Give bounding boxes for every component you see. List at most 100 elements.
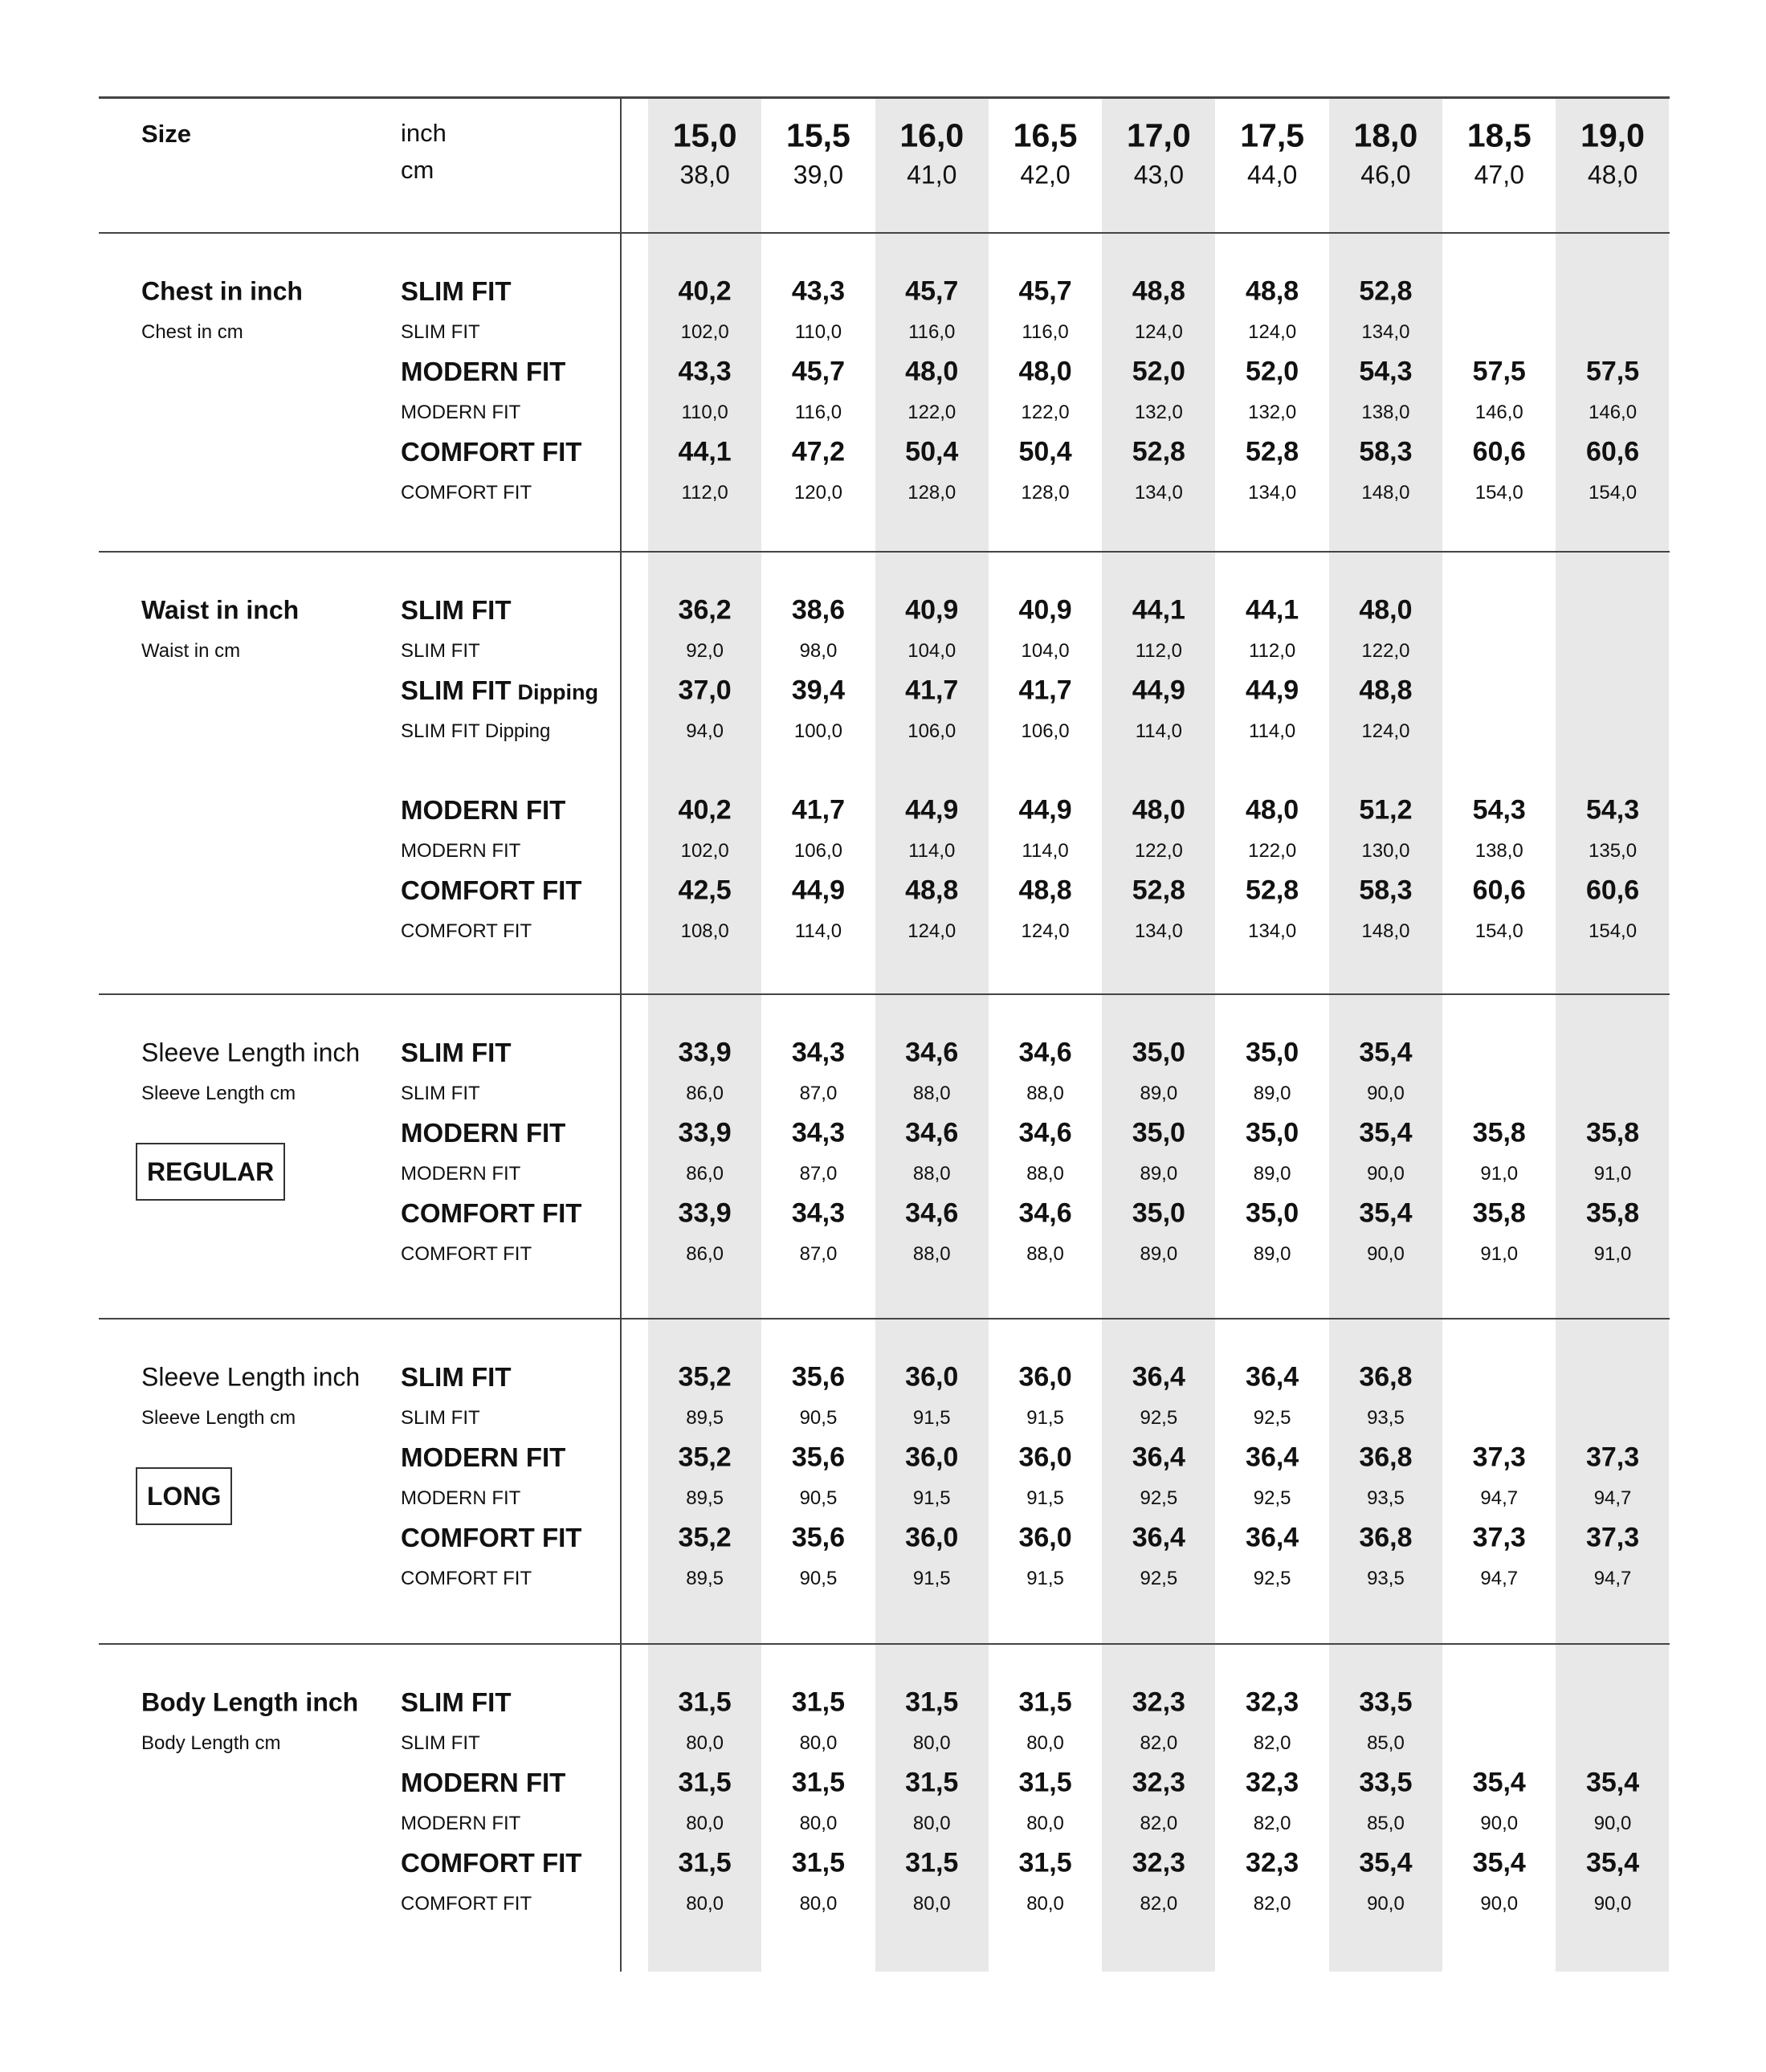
value-inch: 47,2: [791, 436, 846, 467]
value-inch: 36,0: [905, 1361, 959, 1393]
value-cm: 94,0: [686, 720, 724, 742]
value-cm: 114,0: [1022, 840, 1069, 862]
value-inch: 48,8: [1132, 275, 1185, 307]
value-inch: 52,8: [1246, 875, 1299, 906]
value-cm: 92,5: [1140, 1568, 1178, 1589]
value-cm: 132,0: [1248, 402, 1297, 423]
value-inch: 44,9: [1018, 794, 1072, 826]
value-inch: 32,3: [1246, 1847, 1299, 1878]
section-divider: [99, 96, 1670, 99]
value-cm: 138,0: [1474, 840, 1523, 862]
value-cm: 116,0: [1022, 321, 1069, 343]
value-inch: 36,0: [905, 1442, 959, 1473]
fit-label-cm: SLIM FIT Dipping: [401, 720, 551, 742]
fit-name: COMFORT FIT: [401, 1848, 582, 1878]
value-cm: 92,5: [1253, 1568, 1291, 1589]
value-inch: 41,7: [1018, 675, 1072, 706]
value-inch: 44,1: [1246, 594, 1299, 626]
value-cm: 106,0: [1021, 720, 1070, 742]
fit-label-cm: MODERN FIT: [401, 1813, 521, 1834]
value-cm: 134,0: [1248, 920, 1297, 942]
value-inch: 33,9: [678, 1117, 732, 1148]
value-inch: 34,3: [791, 1117, 846, 1148]
value-cm: 114,0: [1249, 720, 1296, 742]
value-cm: 110,0: [794, 321, 842, 343]
fit-name: COMFORT FIT: [401, 1523, 582, 1552]
value-cm: 80,0: [912, 1732, 951, 1754]
value-inch: 36,0: [1018, 1442, 1072, 1473]
value-inch: 31,5: [791, 1847, 846, 1878]
fit-label: SLIM FIT: [401, 1362, 511, 1393]
value-cm: 87,0: [799, 1083, 838, 1104]
value-cm: 112,0: [681, 482, 728, 504]
value-cm: 80,0: [912, 1893, 951, 1915]
size-cm: 38,0: [679, 160, 730, 190]
value-cm: 134,0: [1134, 482, 1183, 504]
fit-label: SLIM FIT Dipping: [401, 675, 598, 706]
value-cm: 154,0: [1589, 482, 1638, 504]
value-cm: 91,5: [912, 1487, 951, 1509]
section-label-cm: Sleeve Length cm: [141, 1083, 296, 1104]
fit-label-cm: SLIM FIT: [401, 1083, 480, 1104]
value-cm: 80,0: [686, 1732, 724, 1754]
value-cm: 89,0: [1253, 1243, 1291, 1265]
value-inch: 45,7: [1018, 275, 1072, 307]
value-cm: 154,0: [1474, 482, 1523, 504]
column-shade: [1556, 99, 1670, 1972]
size-cm: 47,0: [1474, 160, 1524, 190]
value-cm: 134,0: [1361, 321, 1410, 343]
value-cm: 88,0: [1026, 1083, 1064, 1104]
column-shade: [1102, 99, 1216, 1972]
section-label-cm: Chest in cm: [141, 321, 243, 343]
fit-label-cm: COMFORT FIT: [401, 482, 532, 504]
value-inch: 37,3: [1472, 1442, 1526, 1473]
value-cm: 89,5: [686, 1487, 724, 1509]
value-cm: 91,5: [1026, 1487, 1064, 1509]
value-inch: 36,4: [1132, 1522, 1185, 1553]
value-cm: 80,0: [799, 1813, 838, 1834]
value-cm: 88,0: [1026, 1163, 1064, 1185]
value-inch: 35,4: [1359, 1847, 1413, 1878]
section-label-cm: Sleeve Length cm: [141, 1407, 296, 1429]
value-inch: 36,2: [678, 594, 732, 626]
value-cm: 80,0: [799, 1732, 838, 1754]
value-inch: 35,4: [1472, 1767, 1526, 1798]
fit-label: COMFORT FIT: [401, 1848, 581, 1878]
fit-label-cm: COMFORT FIT: [401, 1893, 532, 1915]
value-inch: 44,9: [791, 875, 846, 906]
value-cm: 116,0: [908, 321, 956, 343]
value-inch: 36,8: [1359, 1522, 1413, 1553]
fit-label-cm: SLIM FIT: [401, 640, 480, 662]
fit-name: COMFORT FIT: [401, 437, 582, 467]
value-inch: 35,8: [1472, 1117, 1526, 1148]
value-inch: 52,8: [1359, 275, 1413, 307]
value-inch: 33,9: [678, 1037, 732, 1068]
value-cm: 88,0: [1026, 1243, 1064, 1265]
value-inch: 35,8: [1585, 1197, 1640, 1229]
fit-name: SLIM FIT: [401, 595, 512, 625]
value-cm: 82,0: [1253, 1813, 1291, 1834]
value-cm: 108,0: [680, 920, 729, 942]
value-inch: 36,4: [1246, 1361, 1299, 1393]
fit-name: SLIM FIT: [401, 1362, 512, 1392]
value-cm: 112,0: [1249, 640, 1296, 662]
value-cm: 86,0: [686, 1083, 724, 1104]
value-cm: 91,5: [1026, 1568, 1064, 1589]
value-inch: 36,4: [1246, 1522, 1299, 1553]
section-divider: [99, 232, 1670, 234]
value-inch: 45,7: [905, 275, 959, 307]
value-cm: 91,0: [1480, 1243, 1519, 1265]
value-cm: 94,7: [1480, 1568, 1519, 1589]
value-cm: 88,0: [912, 1243, 951, 1265]
size-label: Size: [141, 120, 192, 148]
value-cm: 80,0: [686, 1893, 724, 1915]
value-cm: 80,0: [1026, 1893, 1064, 1915]
value-inch: 36,4: [1132, 1361, 1185, 1393]
size-cm: 43,0: [1133, 160, 1184, 190]
value-cm: 100,0: [793, 720, 842, 742]
value-cm: 124,0: [1248, 321, 1297, 343]
value-cm: 122,0: [1361, 640, 1410, 662]
value-inch: 35,4: [1359, 1197, 1413, 1229]
value-cm: 92,0: [686, 640, 724, 662]
value-cm: 130,0: [1361, 840, 1410, 862]
